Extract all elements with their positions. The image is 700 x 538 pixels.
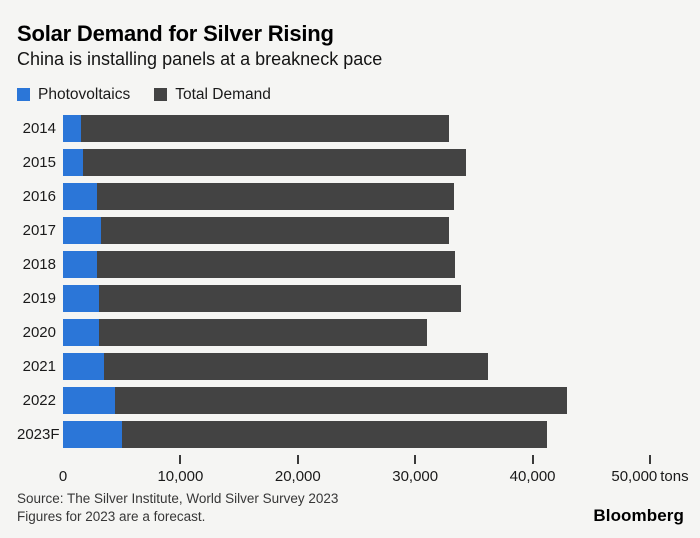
chart-row: 2022 bbox=[17, 386, 683, 414]
bar-track bbox=[63, 420, 547, 448]
x-axis-tick bbox=[414, 454, 417, 464]
bar-segment-photovoltaics bbox=[63, 182, 97, 210]
bar-track bbox=[63, 114, 450, 142]
bar-segment-total-demand bbox=[121, 420, 547, 448]
x-axis-tick-label: 10,000 bbox=[157, 467, 204, 485]
header: Solar Demand for Silver Rising China is … bbox=[0, 0, 700, 71]
bar-track bbox=[63, 216, 450, 244]
chart-row: 2018 bbox=[17, 250, 683, 278]
x-axis-tick-label: 40,000 bbox=[509, 467, 556, 485]
legend: Photovoltaics Total Demand bbox=[17, 86, 683, 104]
chart-row: 2023F bbox=[17, 420, 683, 448]
bar-segment-total-demand bbox=[114, 386, 567, 414]
y-axis-label: 2016 bbox=[22, 187, 56, 205]
x-axis-unit: tons bbox=[657, 467, 689, 485]
chart-rows: 2014 2015 2016 2017 2018 2019 2020 2021 2022 2023… bbox=[17, 114, 683, 448]
x-axis: 0 10,000 20,000 30,000 40,000 50,000 tons bbox=[59, 454, 689, 493]
bar-track bbox=[63, 284, 461, 312]
bar-track bbox=[63, 386, 567, 414]
bar-segment-photovoltaics bbox=[63, 420, 122, 448]
legend-item-total-demand: Total Demand bbox=[154, 86, 271, 104]
bar-segment-photovoltaics bbox=[63, 250, 97, 278]
y-axis-label: 2023F bbox=[17, 425, 60, 443]
bar-segment-total-demand bbox=[80, 114, 450, 142]
y-axis-label: 2020 bbox=[22, 323, 56, 341]
x-axis-tick bbox=[296, 454, 299, 464]
chart-row: 2015 bbox=[17, 148, 683, 176]
chart-row: 2017 bbox=[17, 216, 683, 244]
chart-subtitle: China is installing panels at a breaknec… bbox=[17, 49, 383, 70]
y-axis-label: 2017 bbox=[22, 221, 56, 239]
bar-track bbox=[63, 182, 454, 210]
x-axis-tick-label: 0 bbox=[58, 467, 68, 485]
x-axis-tick-label: 20,000 bbox=[274, 467, 321, 485]
x-axis-tick bbox=[179, 454, 182, 464]
legend-swatch-icon bbox=[154, 88, 168, 102]
bar-segment-total-demand bbox=[97, 250, 456, 278]
y-axis-label: 2014 bbox=[22, 119, 56, 137]
bar-segment-total-demand bbox=[103, 352, 488, 380]
footer: Source: The Silver Institute, World Silv… bbox=[17, 490, 684, 526]
bar-track bbox=[63, 148, 466, 176]
bar-track bbox=[63, 250, 456, 278]
y-axis-label: 2022 bbox=[22, 391, 56, 409]
legend-label: Total Demand bbox=[175, 85, 271, 103]
chart-row: 2020 bbox=[17, 318, 683, 346]
bar-segment-photovoltaics bbox=[63, 114, 81, 142]
bar-segment-total-demand bbox=[97, 182, 454, 210]
bar-segment-total-demand bbox=[98, 284, 461, 312]
legend-swatch-icon bbox=[17, 88, 30, 102]
bloomberg-logo: Bloomberg bbox=[593, 506, 684, 525]
y-axis-label: 2019 bbox=[22, 289, 56, 307]
bar-segment-photovoltaics bbox=[63, 216, 102, 244]
y-axis-label: 2021 bbox=[22, 357, 56, 375]
y-axis-label: 2018 bbox=[22, 255, 56, 273]
bar-track bbox=[63, 318, 427, 346]
bar-segment-photovoltaics bbox=[63, 352, 104, 380]
x-axis-tick-label: 50,000 tons bbox=[611, 467, 689, 485]
chart-title: Solar Demand for Silver Rising bbox=[17, 21, 334, 46]
x-axis-tick-label: 30,000 bbox=[392, 467, 439, 485]
y-axis-label: 2015 bbox=[22, 153, 56, 171]
source-line-1: Source: The Silver Institute, World Silv… bbox=[17, 490, 339, 506]
chart-row: 2014 bbox=[17, 114, 683, 142]
legend-label: Photovoltaics bbox=[38, 85, 131, 103]
bar-segment-total-demand bbox=[101, 216, 450, 244]
bar-segment-total-demand bbox=[99, 318, 427, 346]
source-line-2: Figures for 2023 are a forecast. bbox=[17, 508, 206, 524]
chart-row: 2016 bbox=[17, 182, 683, 210]
x-axis-tick bbox=[649, 454, 651, 464]
source-note: Source: The Silver Institute, World Silv… bbox=[17, 490, 338, 526]
legend-item-photovoltaics: Photovoltaics bbox=[17, 86, 130, 104]
bar-segment-photovoltaics bbox=[63, 148, 83, 176]
x-axis-tick bbox=[531, 454, 534, 464]
bar-segment-total-demand bbox=[83, 148, 466, 176]
bar-segment-photovoltaics bbox=[63, 318, 100, 346]
bar-track bbox=[63, 352, 488, 380]
bar-segment-photovoltaics bbox=[63, 386, 115, 414]
chart-row: 2019 bbox=[17, 284, 683, 312]
bar-segment-photovoltaics bbox=[63, 284, 99, 312]
bar-chart: 2014 2015 2016 2017 2018 2019 2020 2021 2022 2023… bbox=[17, 114, 689, 493]
chart-row: 2021 bbox=[17, 352, 683, 380]
